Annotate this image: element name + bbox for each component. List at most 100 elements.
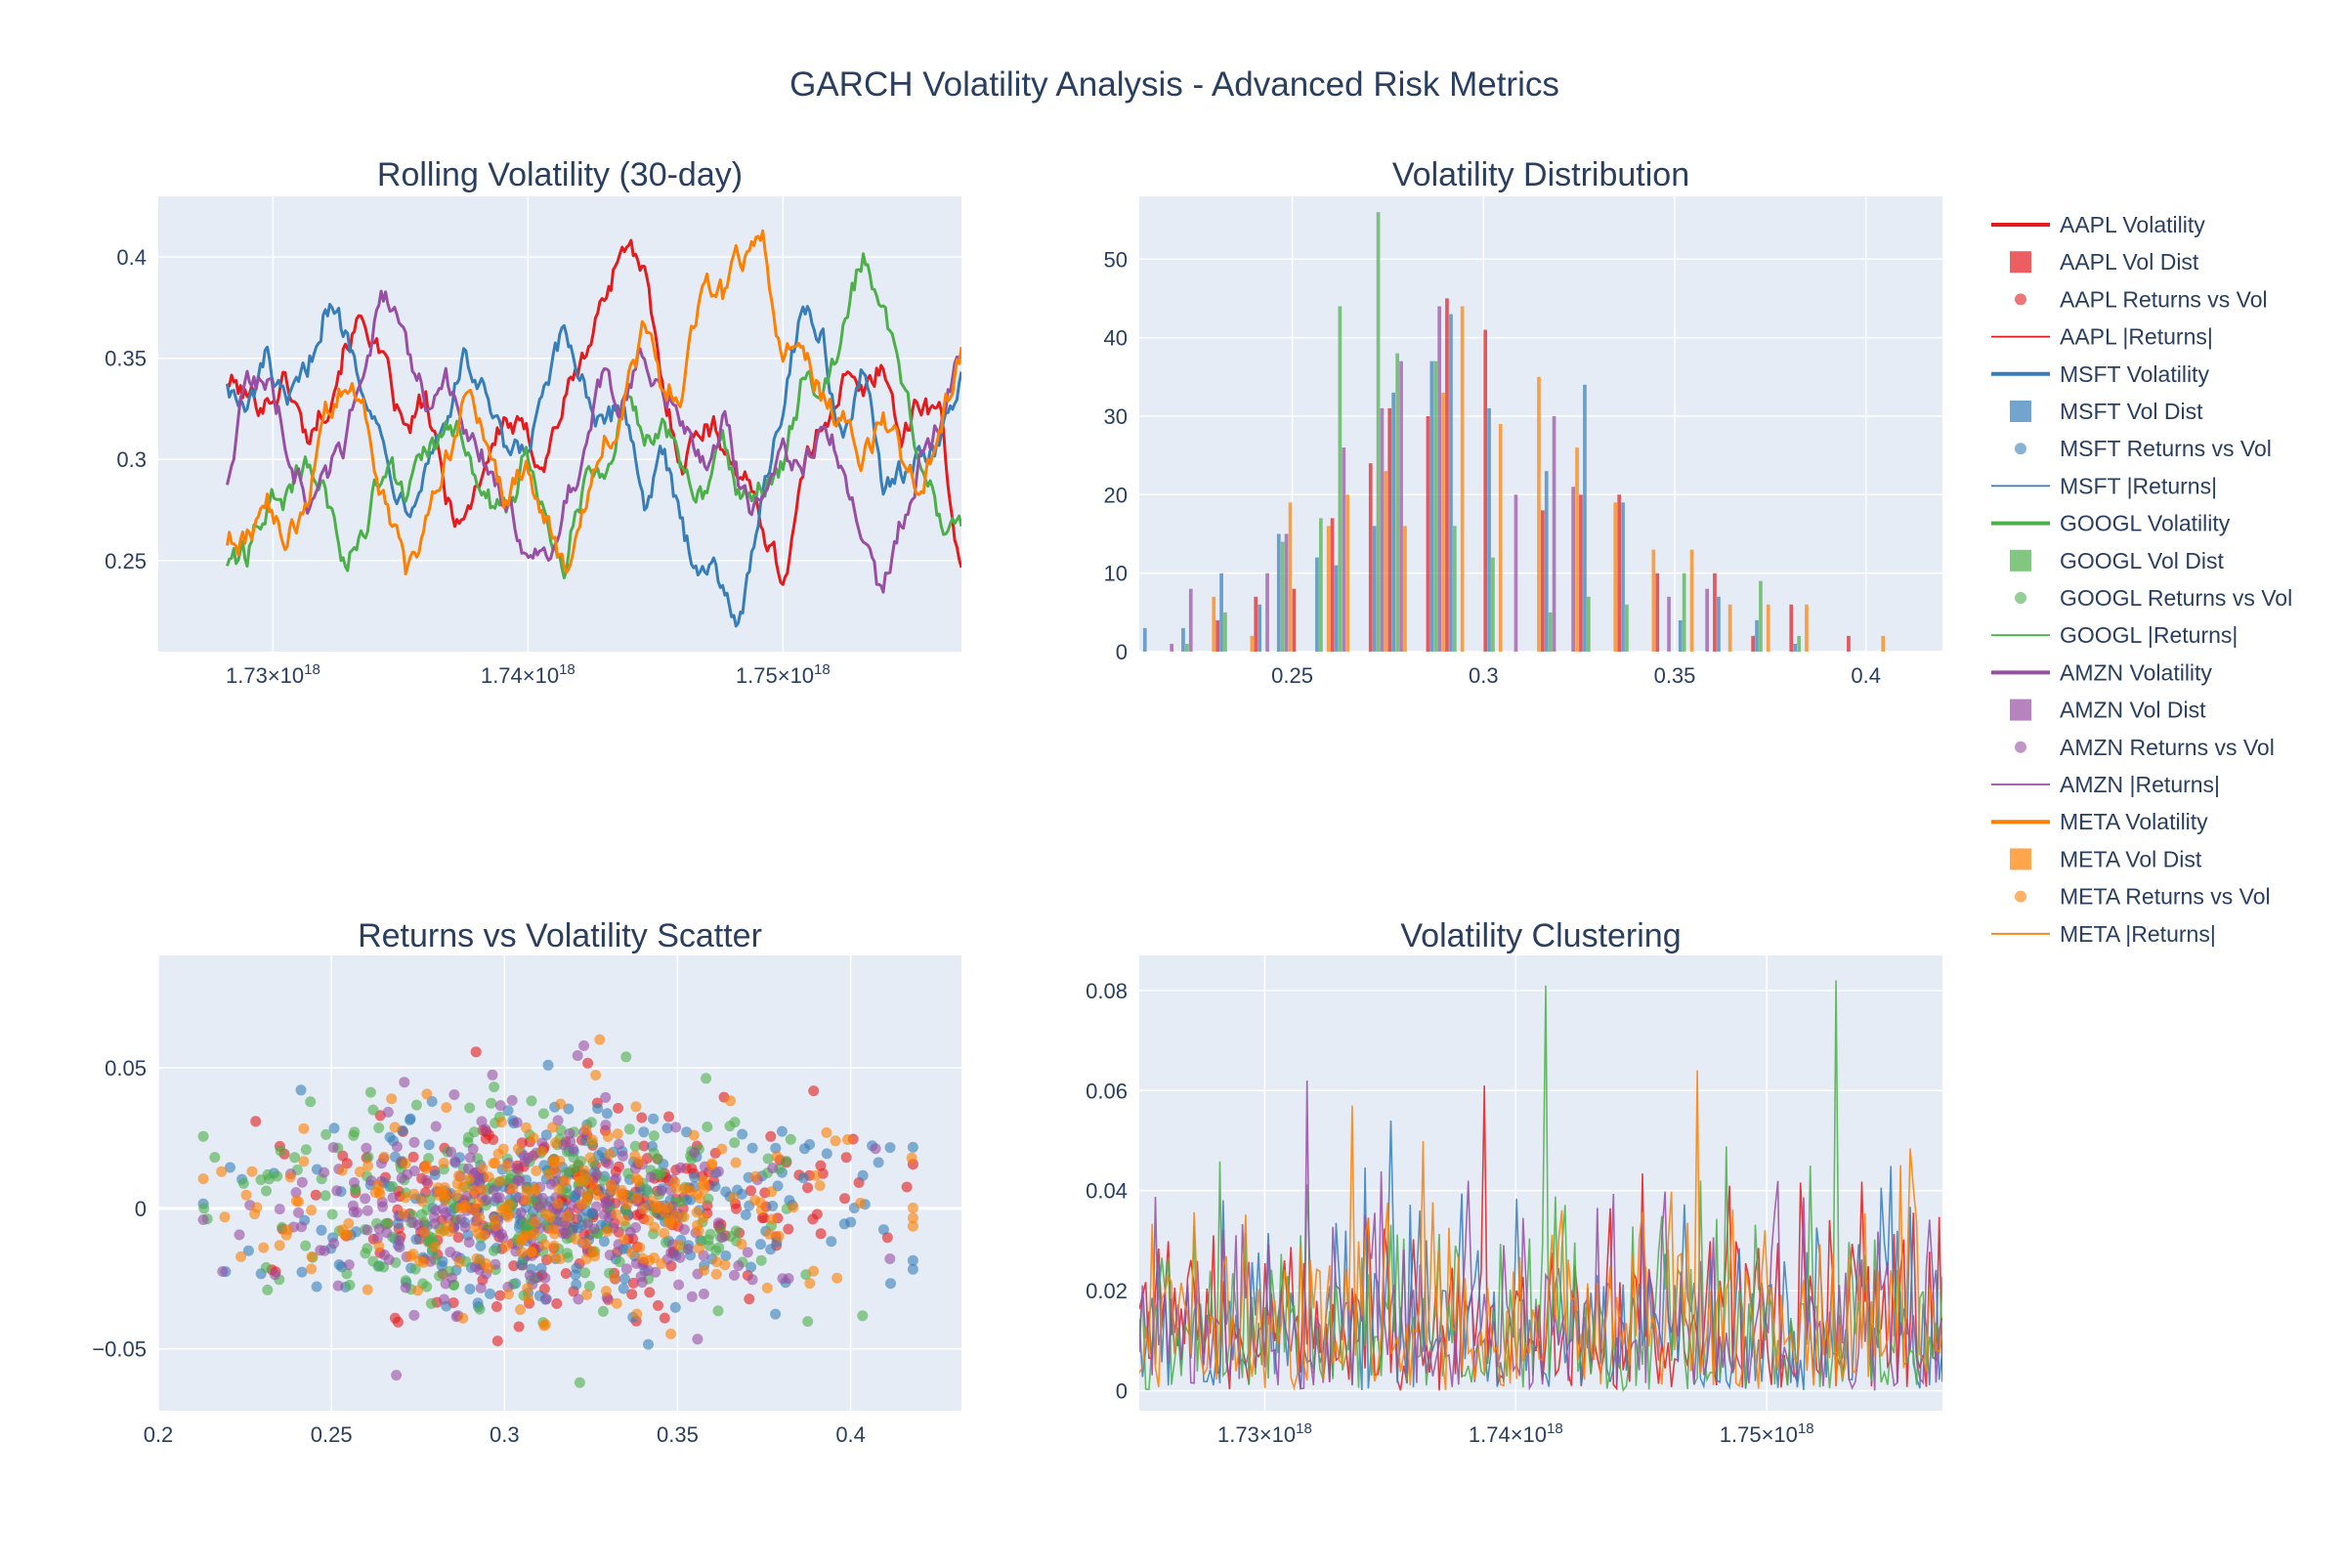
bar-meta-5 <box>1250 635 1255 652</box>
point-amzn-27 <box>767 1163 779 1174</box>
point-amzn-0 <box>362 1205 373 1216</box>
point-meta-10 <box>602 1226 614 1237</box>
legend-item-amzn-dot[interactable]: AMZN Returns vs Vol <box>2015 735 2275 760</box>
x-tick-clustering-1: 1.74×1018 <box>1469 1420 1563 1447</box>
point-msft-241 <box>502 1105 514 1117</box>
legend-item-msft-line-thin[interactable]: MSFT |Returns| <box>1991 473 2217 498</box>
point-googl-36 <box>300 1144 312 1156</box>
point-aapl-200 <box>644 1287 656 1298</box>
point-msft-160 <box>392 1217 404 1229</box>
legend-item-googl-square[interactable]: GOOGL Vol Dist <box>2010 548 2224 573</box>
legend-item-msft-dot[interactable]: MSFT Returns vs Vol <box>2015 436 2272 461</box>
point-aapl-220 <box>839 1193 851 1205</box>
legend-item-aapl-line-thick[interactable]: AAPL Volatility <box>1991 212 2205 237</box>
point-aapl-25 <box>626 1289 638 1300</box>
legend-item-googl-line-thin[interactable]: GOOGL |Returns| <box>1991 622 2238 648</box>
bar-msft-7 <box>1276 533 1281 652</box>
legend-swatch-square <box>2010 401 2031 422</box>
series-line-googl-abs-returns <box>1139 980 1942 1392</box>
legend-item-aapl-line-thin[interactable]: AAPL |Returns| <box>1991 324 2213 350</box>
point-meta-92 <box>543 1168 555 1180</box>
point-meta-206 <box>631 1308 643 1320</box>
point-amzn-96 <box>712 1217 724 1229</box>
point-meta-256 <box>727 1192 739 1204</box>
point-meta-18 <box>477 1163 489 1174</box>
y-tick-dist-4: 40 <box>1104 326 1128 351</box>
point-aapl-130 <box>659 1312 670 1324</box>
point-amzn-193 <box>387 1192 399 1204</box>
ticks-scatter: 0.2 0.25 0.3 0.35 0.4 −0.05 0 0.05 <box>92 1056 866 1447</box>
point-meta-205 <box>668 1217 680 1229</box>
point-meta-36 <box>494 1175 505 1187</box>
point-meta-211 <box>552 1198 564 1209</box>
legend-item-meta-line-thin[interactable]: META |Returns| <box>1991 921 2216 947</box>
point-amzn-183 <box>536 1193 548 1204</box>
legend-item-msft-line-thick[interactable]: MSFT Volatility <box>1991 361 2209 387</box>
point-amzn-100 <box>565 1135 576 1147</box>
point-meta-151 <box>612 1128 623 1140</box>
point-amzn-134 <box>394 1242 405 1253</box>
point-amzn-153 <box>480 1123 491 1135</box>
title-dist: Volatility Distribution <box>1392 156 1689 193</box>
legend-item-aapl-dot[interactable]: AAPL Returns vs Vol <box>2015 286 2268 312</box>
point-aapl-245 <box>744 1293 755 1305</box>
point-meta-130 <box>219 1211 231 1223</box>
legend-item-msft-square[interactable]: MSFT Vol Dist <box>2010 399 2203 424</box>
point-msft-35 <box>740 1209 751 1220</box>
point-meta-70 <box>554 1155 566 1166</box>
point-googl-153 <box>474 1303 486 1315</box>
point-googl-161 <box>730 1225 742 1237</box>
bar-meta-7 <box>1288 502 1293 652</box>
point-googl-179 <box>703 1193 714 1205</box>
point-meta-123 <box>547 1122 559 1133</box>
point-amzn-102 <box>296 1221 308 1233</box>
bar-msft-30 <box>1717 596 1721 652</box>
point-aapl-90 <box>560 1268 572 1279</box>
legend-item-amzn-square[interactable]: AMZN Vol Dist <box>2010 698 2206 723</box>
point-meta-158 <box>441 1102 452 1114</box>
legend-item-meta-square[interactable]: META Vol Dist <box>2010 846 2202 871</box>
point-meta-139 <box>468 1205 480 1216</box>
point-googl-117 <box>785 1133 796 1145</box>
point-amzn-67 <box>645 1171 657 1183</box>
point-amzn-245 <box>777 1273 789 1285</box>
point-aapl-110 <box>638 1140 650 1152</box>
point-googl-219 <box>344 1279 356 1291</box>
point-msft-6 <box>571 1279 582 1291</box>
legend-item-meta-dot[interactable]: META Returns vs Vol <box>2015 884 2271 910</box>
main-title: GARCH Volatility Analysis - Advanced Ris… <box>789 65 1559 104</box>
point-aapl-44 <box>783 1223 794 1235</box>
point-amzn-149 <box>515 1207 527 1218</box>
point-meta-64 <box>235 1250 247 1262</box>
bar-meta-20 <box>1537 376 1541 652</box>
legend-item-meta-line-thick[interactable]: META Volatility <box>1991 809 2208 834</box>
legend-item-amzn-line-thick[interactable]: AMZN Volatility <box>1991 659 2212 685</box>
point-googl-93 <box>614 1256 625 1267</box>
point-amzn-188 <box>360 1193 371 1205</box>
point-amzn-75 <box>665 1247 677 1258</box>
legend[interactable]: AAPL Volatility AAPL Vol Dist AAPL Returns… <box>1991 212 2292 947</box>
legend-item-googl-line-thick[interactable]: GOOGL Volatility <box>1991 511 2231 536</box>
point-msft-14 <box>598 1236 610 1248</box>
point-meta-253 <box>529 1227 540 1239</box>
legend-item-aapl-square[interactable]: AAPL Vol Dist <box>2010 249 2199 275</box>
legend-item-amzn-line-thin[interactable]: AMZN |Returns| <box>1991 772 2220 797</box>
legend-swatch-dot <box>2015 741 2026 753</box>
point-amzn-116 <box>463 1237 475 1249</box>
point-meta-215 <box>463 1173 475 1185</box>
point-meta-27 <box>197 1173 209 1185</box>
legend-swatch-dot <box>2015 293 2026 306</box>
point-amzn-217 <box>598 1208 610 1220</box>
grid-dist <box>1139 196 1942 653</box>
point-googl-129 <box>857 1310 869 1322</box>
y-tick-clustering-2: 0.04 <box>1086 1179 1128 1204</box>
bar-aapl-25 <box>1617 494 1621 652</box>
point-meta-16 <box>438 1157 449 1168</box>
y-tick-scatter-1: 0 <box>135 1197 147 1221</box>
point-meta-100 <box>421 1088 433 1100</box>
x-tick-clustering-2: 1.75×1018 <box>1720 1420 1814 1447</box>
legend-item-googl-dot[interactable]: GOOGL Returns vs Vol <box>2015 585 2292 611</box>
point-meta-244 <box>634 1157 646 1167</box>
point-amzn-69 <box>475 1282 487 1293</box>
